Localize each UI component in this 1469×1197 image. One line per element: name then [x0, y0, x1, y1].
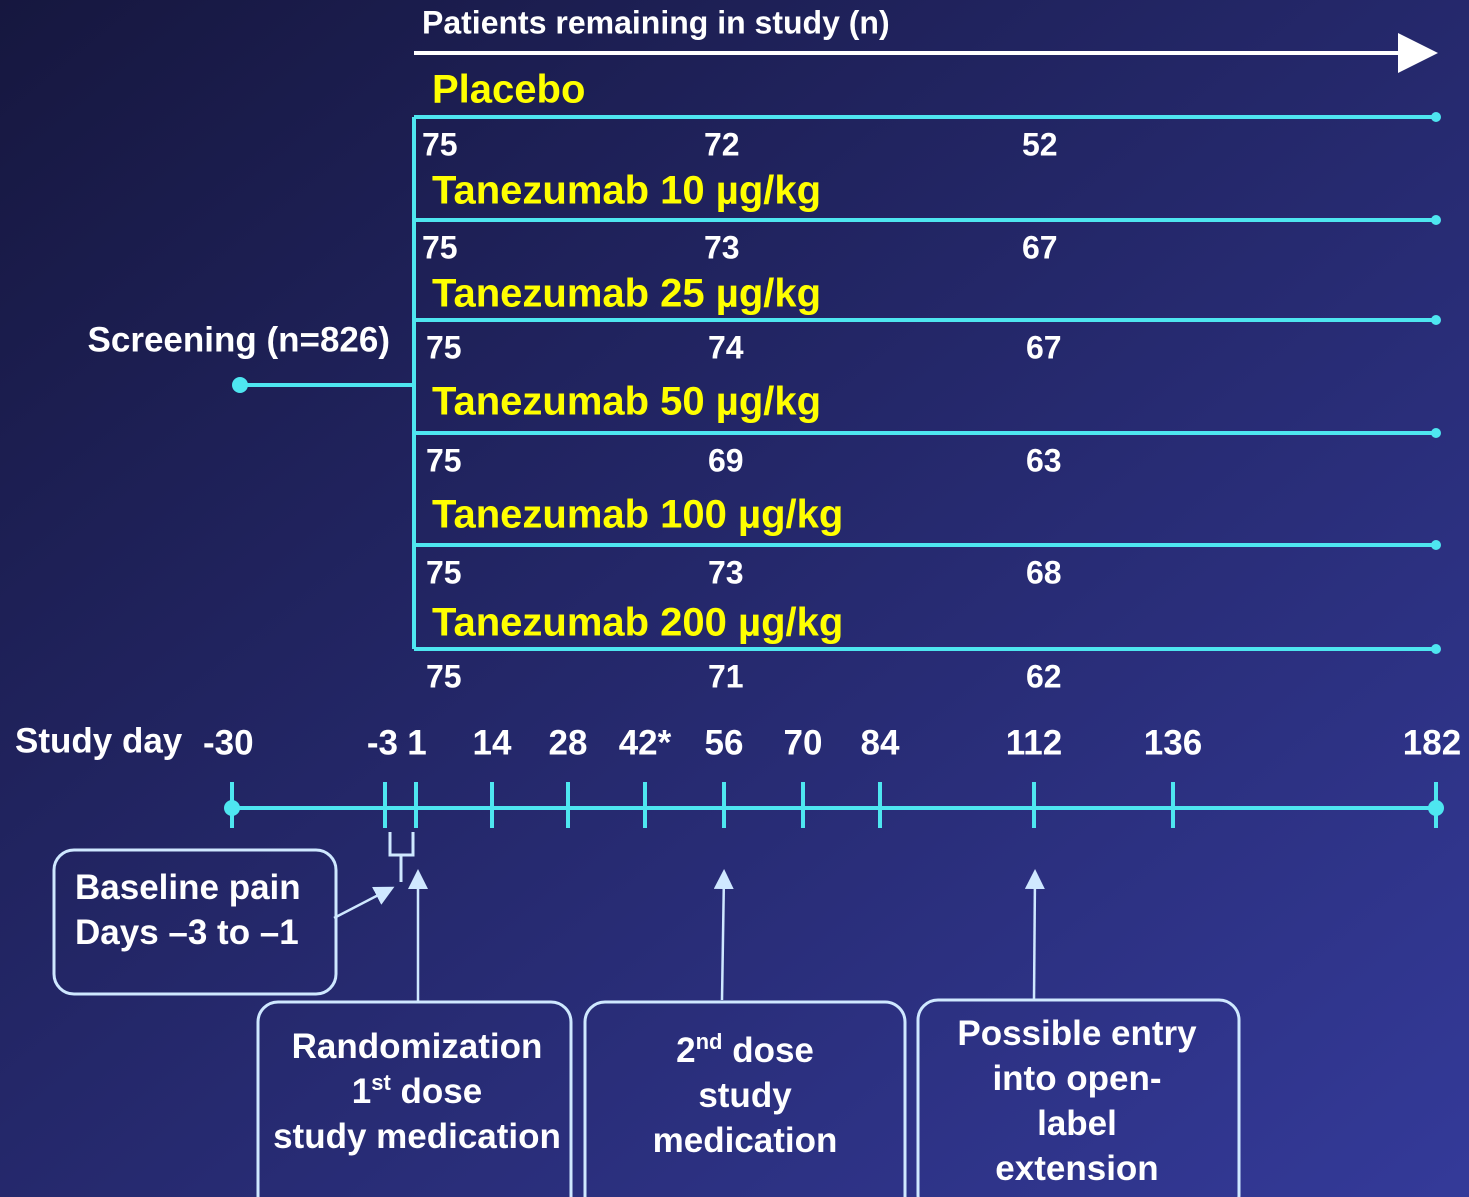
note-box — [916, 998, 1241, 1197]
timeline-day: 42* — [619, 723, 672, 762]
screening-label: Screening (n=826) — [88, 320, 390, 359]
note-line: Baseline pain — [75, 868, 301, 907]
header-title: Patients remaining in study (n) — [422, 4, 890, 40]
pointer-arrow — [333, 886, 395, 920]
arm-count: 73 — [708, 554, 744, 590]
note-text: 1 — [352, 1072, 371, 1111]
arm-name: Tanezumab 10 µg/kg — [432, 169, 821, 213]
arm-count: 75 — [422, 126, 458, 162]
note-text: Days –3 to –1 — [75, 913, 299, 952]
arm-count: 75 — [426, 658, 462, 694]
note-line: Randomization — [292, 1027, 543, 1066]
note-line: extension — [995, 1149, 1158, 1188]
note-text: Randomization — [292, 1027, 543, 1066]
timeline-day: 136 — [1144, 723, 1202, 762]
note-box — [583, 1000, 907, 1197]
arm-count: 63 — [1026, 442, 1062, 478]
arm-count: 72 — [704, 126, 740, 162]
pointer-arrow — [713, 869, 734, 1001]
arm-count: 75 — [426, 554, 462, 590]
note-text: dose — [722, 1031, 813, 1070]
timeline-day: -30 — [203, 723, 254, 762]
arm-count: 73 — [704, 229, 740, 265]
arm-count: 71 — [708, 658, 744, 694]
note-text: label — [1037, 1104, 1117, 1143]
arm-count: 67 — [1026, 329, 1062, 365]
timeline-day: -3 — [367, 723, 398, 762]
superscript: st — [371, 1070, 391, 1095]
arm-count: 52 — [1022, 126, 1058, 162]
arm-count: 75 — [426, 442, 462, 478]
note-text: Possible entry — [957, 1014, 1197, 1053]
note-line: Possible entry — [957, 1014, 1197, 1053]
note-line: study — [698, 1076, 792, 1115]
arm-name: Tanezumab 100 µg/kg — [432, 493, 843, 537]
timeline-day: 112 — [1006, 723, 1062, 762]
note-line: label — [1037, 1104, 1117, 1143]
note-text: medication — [653, 1121, 838, 1160]
note-line: 2nd dose — [676, 1029, 814, 1070]
timeline-day: 14 — [473, 723, 512, 762]
note-line: Days –3 to –1 — [75, 913, 299, 952]
arm-count: 67 — [1022, 229, 1058, 265]
superscript: nd — [696, 1029, 723, 1054]
note-line: study medication — [273, 1117, 561, 1156]
baseline-bracket — [388, 832, 415, 882]
note-text: extension — [995, 1149, 1158, 1188]
arm-count: 69 — [708, 442, 744, 478]
arm-dot — [1431, 112, 1441, 122]
arm-dot — [1431, 428, 1441, 438]
arm-count: 75 — [426, 329, 462, 365]
note-line: 1st dose — [352, 1070, 482, 1111]
arm-dot — [1431, 215, 1441, 225]
timeline-day: 84 — [861, 723, 900, 762]
arm-name: Placebo — [432, 68, 585, 112]
note-text: dose — [391, 1072, 482, 1111]
timeline-label: Study day — [15, 721, 183, 760]
arm-count: 62 — [1026, 658, 1062, 694]
arm-name: Tanezumab 50 µg/kg — [432, 380, 821, 424]
arm-name: Tanezumab 25 µg/kg — [432, 272, 821, 316]
note-text: into open- — [992, 1059, 1161, 1098]
timeline-day: 70 — [784, 723, 823, 762]
note-text: study medication — [273, 1117, 561, 1156]
note-line: into open- — [992, 1059, 1161, 1098]
note-text: 2 — [676, 1031, 695, 1070]
arm-count: 74 — [708, 329, 744, 365]
timeline-day: 56 — [705, 723, 744, 762]
note-box — [52, 848, 338, 996]
note-box — [256, 1000, 573, 1197]
screening-dot — [232, 377, 248, 393]
timeline-day: 28 — [549, 723, 588, 762]
arm-dot — [1431, 644, 1441, 654]
pointer-arrow — [1024, 869, 1045, 1001]
arm-count: 68 — [1026, 554, 1062, 590]
note-text: Baseline pain — [75, 868, 301, 907]
arm-dot — [1431, 540, 1441, 550]
pointer-arrows — [333, 869, 1045, 1003]
arm-count: 75 — [422, 229, 458, 265]
arm-name: Tanezumab 200 µg/kg — [432, 601, 843, 645]
timeline-day: 182 — [1403, 723, 1461, 762]
note-text: study — [698, 1076, 792, 1115]
arm-dot — [1431, 315, 1441, 325]
note-line: medication — [653, 1121, 838, 1160]
timeline-day: 1 — [407, 723, 426, 762]
